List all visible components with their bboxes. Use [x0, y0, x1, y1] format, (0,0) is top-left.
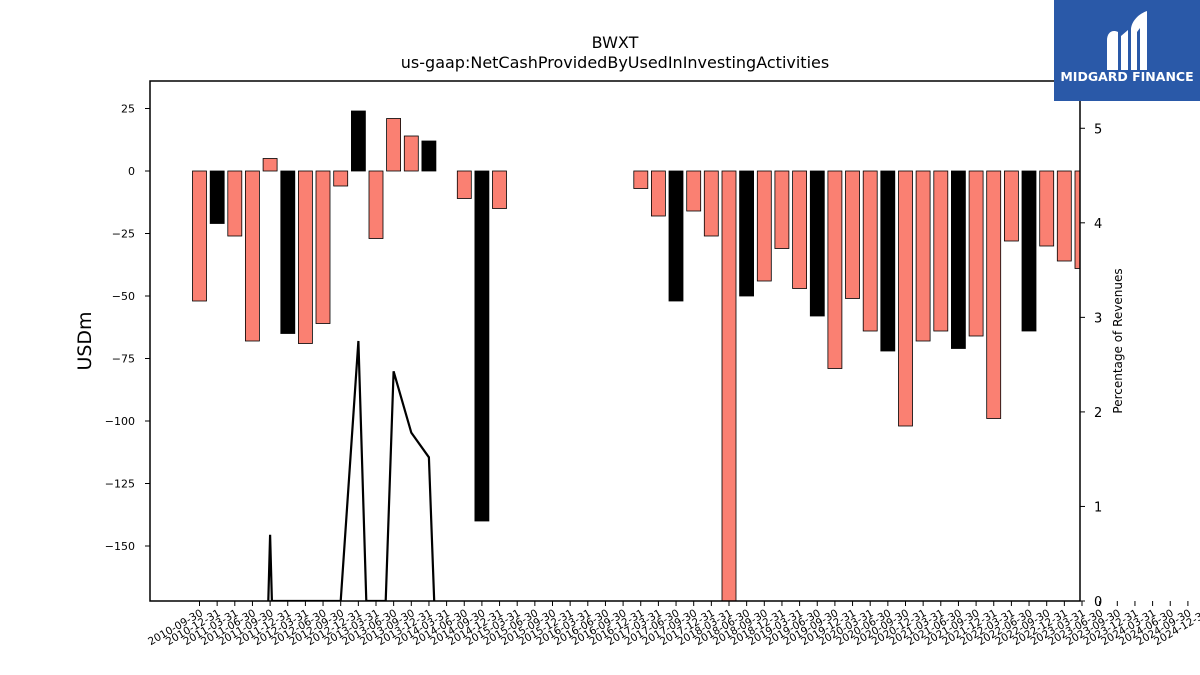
- bar-2017-12-31: [703, 170, 719, 237]
- bar-2017-06-30: [668, 170, 684, 302]
- bar-2016-12-31: [633, 170, 649, 189]
- bar-2020-06-30: [880, 170, 896, 352]
- line-group: [267, 340, 436, 601]
- bar-2020-09-30: [898, 170, 913, 427]
- y-tick-label: −150: [105, 540, 135, 553]
- chart-title: BWXT: [592, 33, 639, 52]
- y-tick-label: 0: [128, 165, 135, 178]
- bar-2021-09-30: [968, 170, 984, 337]
- bar-2011-09-30: [262, 158, 278, 172]
- bar-2013-03-31: [368, 170, 384, 239]
- bar-2014-12-31: [492, 170, 507, 209]
- y-tick-label: −25: [112, 228, 135, 241]
- bar-2012-09-30: [333, 170, 349, 187]
- bar-2023-03-31: [1074, 170, 1080, 269]
- x-axis: 2010-09-302010-12-312011-03-312011-06-30…: [146, 601, 1200, 648]
- bar-2018-12-31: [774, 170, 790, 249]
- bar-2019-06-30: [809, 170, 825, 317]
- midgard-m-logo-icon: [1107, 11, 1147, 70]
- bar-2013-09-30: [403, 135, 419, 172]
- y-axis-left: 25 0 −25 −50 −75 −100 −125 −150: [105, 103, 150, 553]
- bar-2011-12-31: [280, 170, 296, 334]
- bar-2014-06-30: [456, 170, 472, 199]
- bar-2021-06-30: [951, 170, 966, 349]
- bar-2022-06-30: [1021, 170, 1037, 332]
- bar-2024-06-30: [1163, 171, 1177, 306]
- revenue-percentage-line: [267, 340, 436, 601]
- bar-2023-09-30: [1110, 171, 1124, 246]
- bar-2019-09-30: [827, 170, 843, 369]
- bar-2013-12-31: [421, 140, 437, 172]
- bar-2023-06-30: [1093, 171, 1107, 299]
- bar-2011-06-30: [244, 170, 260, 342]
- y-tick-label: −100: [105, 415, 135, 428]
- bar-2022-12-31: [1056, 170, 1072, 262]
- bar-2012-03-31: [297, 170, 313, 344]
- y-tick-label: −50: [112, 290, 135, 303]
- bar-2019-03-31: [792, 170, 807, 289]
- y2-tick-label: 4: [1094, 217, 1102, 232]
- y2-tick-label: 1: [1094, 500, 1102, 515]
- bar-2012-06-30: [315, 170, 331, 324]
- y2-tick-label: 0: [1094, 595, 1102, 610]
- y-tick-label: 25: [121, 103, 135, 116]
- y-tick-label: −125: [105, 478, 135, 491]
- y2-tick-label: 5: [1094, 122, 1102, 137]
- y-tick-label: −75: [112, 353, 135, 366]
- y-axis-right: 0 1 2 3 4 5: [1080, 122, 1102, 610]
- bar-2010-12-31: [209, 170, 225, 224]
- plot-frame: [149, 80, 1081, 602]
- bar-2019-12-31: [845, 170, 860, 299]
- chart-subtitle: us-gaap:NetCashProvidedByUsedInInvesting…: [401, 53, 829, 72]
- bar-2020-03-31: [862, 170, 878, 332]
- brand-badge: MIDGARD FINANCE: [1054, 0, 1200, 101]
- bar-2021-12-31: [986, 170, 1002, 419]
- bar-2018-06-30: [739, 170, 754, 297]
- bar-2020-12-31: [915, 170, 931, 342]
- bar-2010-09-30: [192, 170, 207, 302]
- bar-2022-09-30: [1039, 170, 1055, 247]
- bar-2021-03-31: [933, 170, 949, 332]
- bar-2017-03-31: [651, 170, 666, 217]
- bar-2018-09-30: [756, 170, 772, 282]
- y2-tick-label: 3: [1094, 311, 1102, 326]
- bar-2018-03-31: [721, 170, 737, 601]
- brand-name: MIDGARD FINANCE: [1060, 69, 1193, 84]
- y2-tick-label: 2: [1094, 406, 1102, 421]
- bar-2013-06-30: [386, 118, 402, 172]
- bar-2017-09-30: [686, 170, 702, 212]
- y-axis-label: USDm: [74, 311, 96, 370]
- bar-2012-12-31: [350, 110, 366, 172]
- bars-group: [192, 110, 1177, 601]
- bar-2022-03-31: [1004, 170, 1019, 242]
- bar-2024-03-31: [1146, 171, 1160, 271]
- y2-axis-label: Percentage of Revenues: [1111, 268, 1125, 413]
- bar-2023-12-31: [1128, 171, 1142, 246]
- bar-2014-09-30: [474, 170, 490, 522]
- bar-2011-03-31: [227, 170, 243, 237]
